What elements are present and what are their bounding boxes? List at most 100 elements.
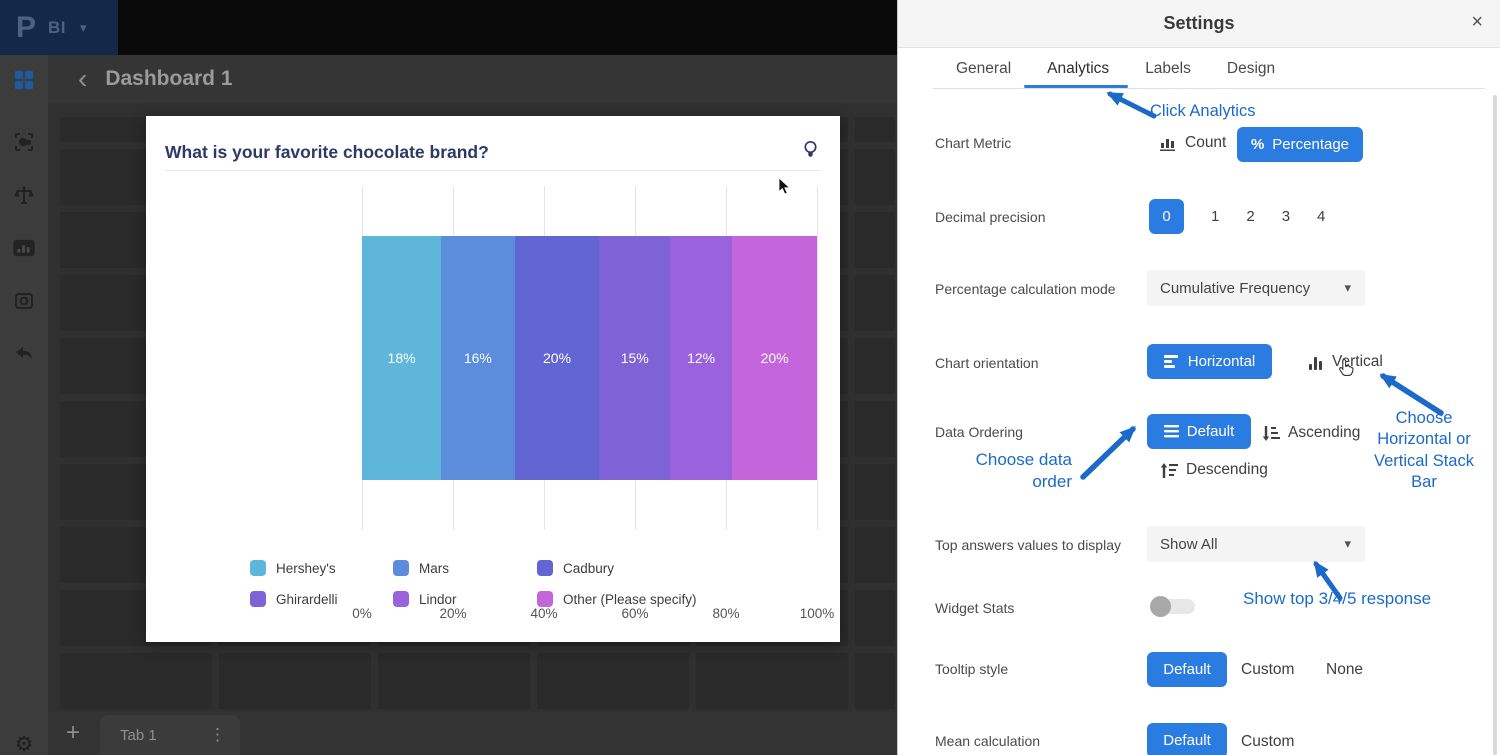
back-reply-icon[interactable] (13, 342, 35, 364)
toggle-knob (1150, 596, 1171, 617)
ordering-descending-option[interactable]: Descending (1160, 461, 1268, 479)
annotation-arrow (1313, 560, 1343, 601)
reports-chart-icon[interactable] (13, 237, 35, 259)
x-axis: 0% 20% 40% 60% 80% 100% (352, 606, 834, 622)
legend-item-mars[interactable]: Mars (393, 560, 537, 576)
legend-item-lindor[interactable]: Lindor (393, 591, 537, 607)
bar-segment-other[interactable]: 20% (732, 236, 817, 480)
hamburger-icon (1163, 425, 1179, 438)
mean-custom-option[interactable]: Custom (1241, 733, 1295, 750)
legend-label: Mars (419, 560, 449, 576)
legend-item-cadbury[interactable]: Cadbury (537, 560, 697, 576)
settings-gear-icon[interactable]: ⚙ (14, 732, 34, 755)
vertical-bars-icon (1309, 356, 1322, 370)
mean-default-option[interactable]: Default (1147, 723, 1227, 755)
back-button[interactable]: ‹ (78, 63, 88, 94)
legend-item-other[interactable]: Other (Please specify) (537, 591, 697, 607)
tab-label: Tab 1 (120, 726, 157, 744)
stacked-bar: 18% 16% 20% 15% 12% 20% (362, 236, 817, 480)
divider (933, 88, 1485, 89)
chart-legend: Hershey's Mars Cadbury Ghirardelli Lindo… (250, 560, 697, 607)
chart-orientation-label: Chart orientation (935, 355, 1039, 371)
hand-cursor-icon (1338, 358, 1355, 382)
legend-label: Lindor (419, 591, 457, 607)
legend-item-hersheys[interactable]: Hershey's (250, 560, 393, 576)
precision-4[interactable]: 4 (1317, 208, 1326, 225)
tooltip-style-label: Tooltip style (935, 661, 1009, 677)
percent-icon: % (1250, 136, 1265, 153)
horizontal-option[interactable]: Horizontal (1147, 344, 1272, 379)
widget-stats-toggle[interactable] (1150, 596, 1195, 617)
tooltip-custom-option[interactable]: Custom (1241, 661, 1295, 678)
percentage-mode-label: Percentage calculation mode (935, 281, 1116, 297)
bar-segment-ghirardelli[interactable]: 15% (599, 236, 671, 480)
mean-calculation-label: Mean calculation (935, 733, 1041, 749)
percentage-option[interactable]: % Percentage (1237, 127, 1363, 162)
ordering-ascending-option[interactable]: Ascending (1262, 424, 1360, 442)
decimal-precision-options: 0 1 2 3 4 (1149, 199, 1325, 234)
tab-labels[interactable]: Labels (1145, 60, 1191, 77)
balance-scale-icon[interactable] (13, 184, 35, 206)
close-icon[interactable]: × (1471, 11, 1483, 33)
capture-icon[interactable] (13, 131, 35, 153)
bar-segment-cadbury[interactable]: 20% (514, 236, 600, 480)
precision-1[interactable]: 1 (1211, 208, 1220, 225)
chart-metric-label: Chart Metric (935, 135, 1012, 151)
data-ordering-label: Data Ordering (935, 424, 1023, 440)
chevron-down-icon: ▾ (1344, 280, 1351, 295)
percentage-mode-dropdown[interactable]: Cumulative Frequency ▾ (1147, 270, 1365, 306)
legend-label: Hershey's (276, 560, 336, 576)
tab-design[interactable]: Design (1226, 60, 1276, 77)
settings-header: Settings × (898, 0, 1500, 48)
settings-title: Settings (1163, 13, 1235, 33)
top-answers-dropdown[interactable]: Show All ▾ (1147, 526, 1365, 562)
sort-descending-icon (1160, 462, 1178, 478)
tooltip-default-option[interactable]: Default (1147, 652, 1227, 687)
active-tab-underline (1024, 85, 1128, 88)
x-tick: 100% (799, 606, 835, 621)
x-tick: 40% (530, 606, 558, 621)
ordering-default-option[interactable]: Default (1147, 414, 1251, 449)
legend-item-ghirardelli[interactable]: Ghirardelli (250, 591, 393, 607)
chart-widget-card: What is your favorite chocolate brand? 1… (146, 116, 840, 642)
tab-analytics[interactable]: Analytics (1047, 60, 1110, 77)
tab-general[interactable]: General (956, 60, 1012, 77)
bar-segment-hersheys[interactable]: 18% (362, 236, 442, 480)
top-answers-label: Top answers values to display (935, 537, 1121, 553)
count-option[interactable]: Count (1160, 134, 1226, 152)
chart-title: What is your favorite chocolate brand? (165, 142, 489, 162)
annotation-arrow (1106, 91, 1157, 119)
dashboard-tab[interactable]: Tab 1 ⋮ (100, 715, 240, 755)
legend-label: Ghirardelli (276, 591, 338, 607)
data-sources-icon[interactable] (13, 290, 35, 312)
legend-swatch (537, 591, 553, 607)
x-tick: 60% (621, 606, 649, 621)
annotation-arrow (1080, 426, 1136, 480)
add-tab-button[interactable]: + (66, 719, 81, 746)
dashboards-icon[interactable] (13, 69, 35, 91)
annotation-arrow (1379, 373, 1444, 416)
settings-scrollbar[interactable] (1493, 95, 1497, 755)
sort-ascending-icon (1262, 425, 1280, 441)
chevron-down-icon: ▾ (80, 19, 87, 35)
app-logo-menu[interactable]: P BI ▾ (0, 0, 118, 55)
precision-2[interactable]: 2 (1246, 208, 1255, 225)
x-tick: 80% (712, 606, 740, 621)
lightbulb-icon[interactable] (802, 140, 819, 165)
precision-3[interactable]: 3 (1281, 208, 1291, 225)
settings-panel: Settings × General Analytics Labels Desi… (897, 0, 1500, 755)
annotation-show-top: Show top 3/4/5 response (1243, 589, 1432, 608)
bar-segment-mars[interactable]: 16% (441, 236, 515, 480)
precision-0[interactable]: 0 (1149, 199, 1184, 234)
annotation-choose-data-order: Choose data order (975, 450, 1072, 492)
top-bar (0, 0, 897, 55)
tab-kebab-icon[interactable]: ⋮ (209, 725, 226, 744)
legend-label: Cadbury (563, 560, 615, 576)
widget-stats-label: Widget Stats (935, 600, 1015, 616)
tooltip-none-option[interactable]: None (1326, 661, 1364, 678)
annotation-choose-orientation: Choose Horizontal or Vertical Stack Bar (1374, 409, 1474, 492)
horizontal-bars-icon (1163, 355, 1178, 368)
divider (165, 170, 821, 171)
bar-segment-lindor[interactable]: 12% (670, 236, 733, 480)
